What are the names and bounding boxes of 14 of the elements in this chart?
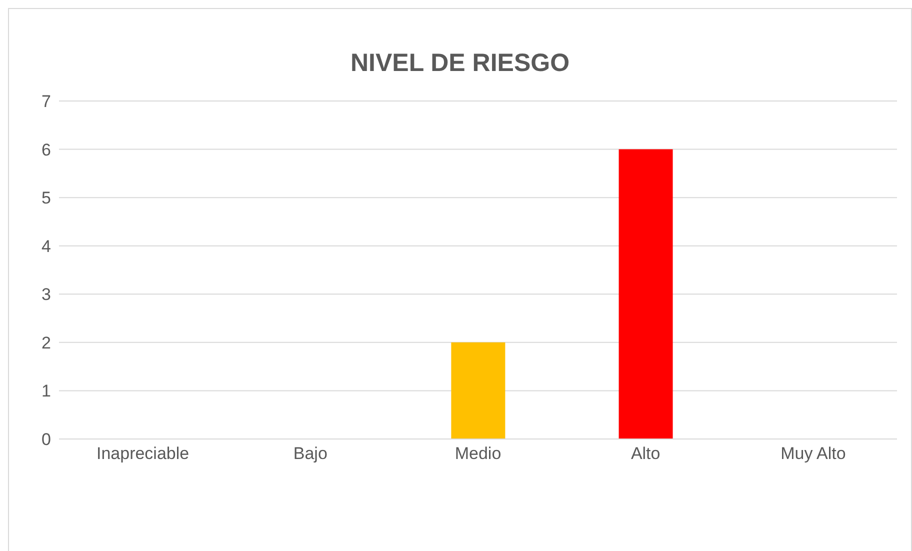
y-tick-label: 4	[42, 236, 51, 256]
x-tick-label: Inapreciable	[96, 444, 190, 464]
y-tick-label: 0	[42, 430, 51, 450]
chart-title: NIVEL DE RIESGO	[349, 49, 571, 78]
y-tick-label: 3	[42, 285, 51, 304]
x-tick-label: Medio	[454, 444, 502, 464]
x-tick-label: Muy Alto	[780, 444, 846, 464]
y-tick-label: 5	[42, 188, 51, 208]
x-tick-label: Alto	[630, 444, 660, 464]
y-tick-label: 7	[42, 92, 51, 112]
y-tick-label: 6	[42, 140, 51, 160]
y-tick-label: 2	[42, 333, 51, 352]
x-tick-label: Bajo	[293, 444, 328, 464]
y-tick-label: 1	[42, 382, 51, 401]
